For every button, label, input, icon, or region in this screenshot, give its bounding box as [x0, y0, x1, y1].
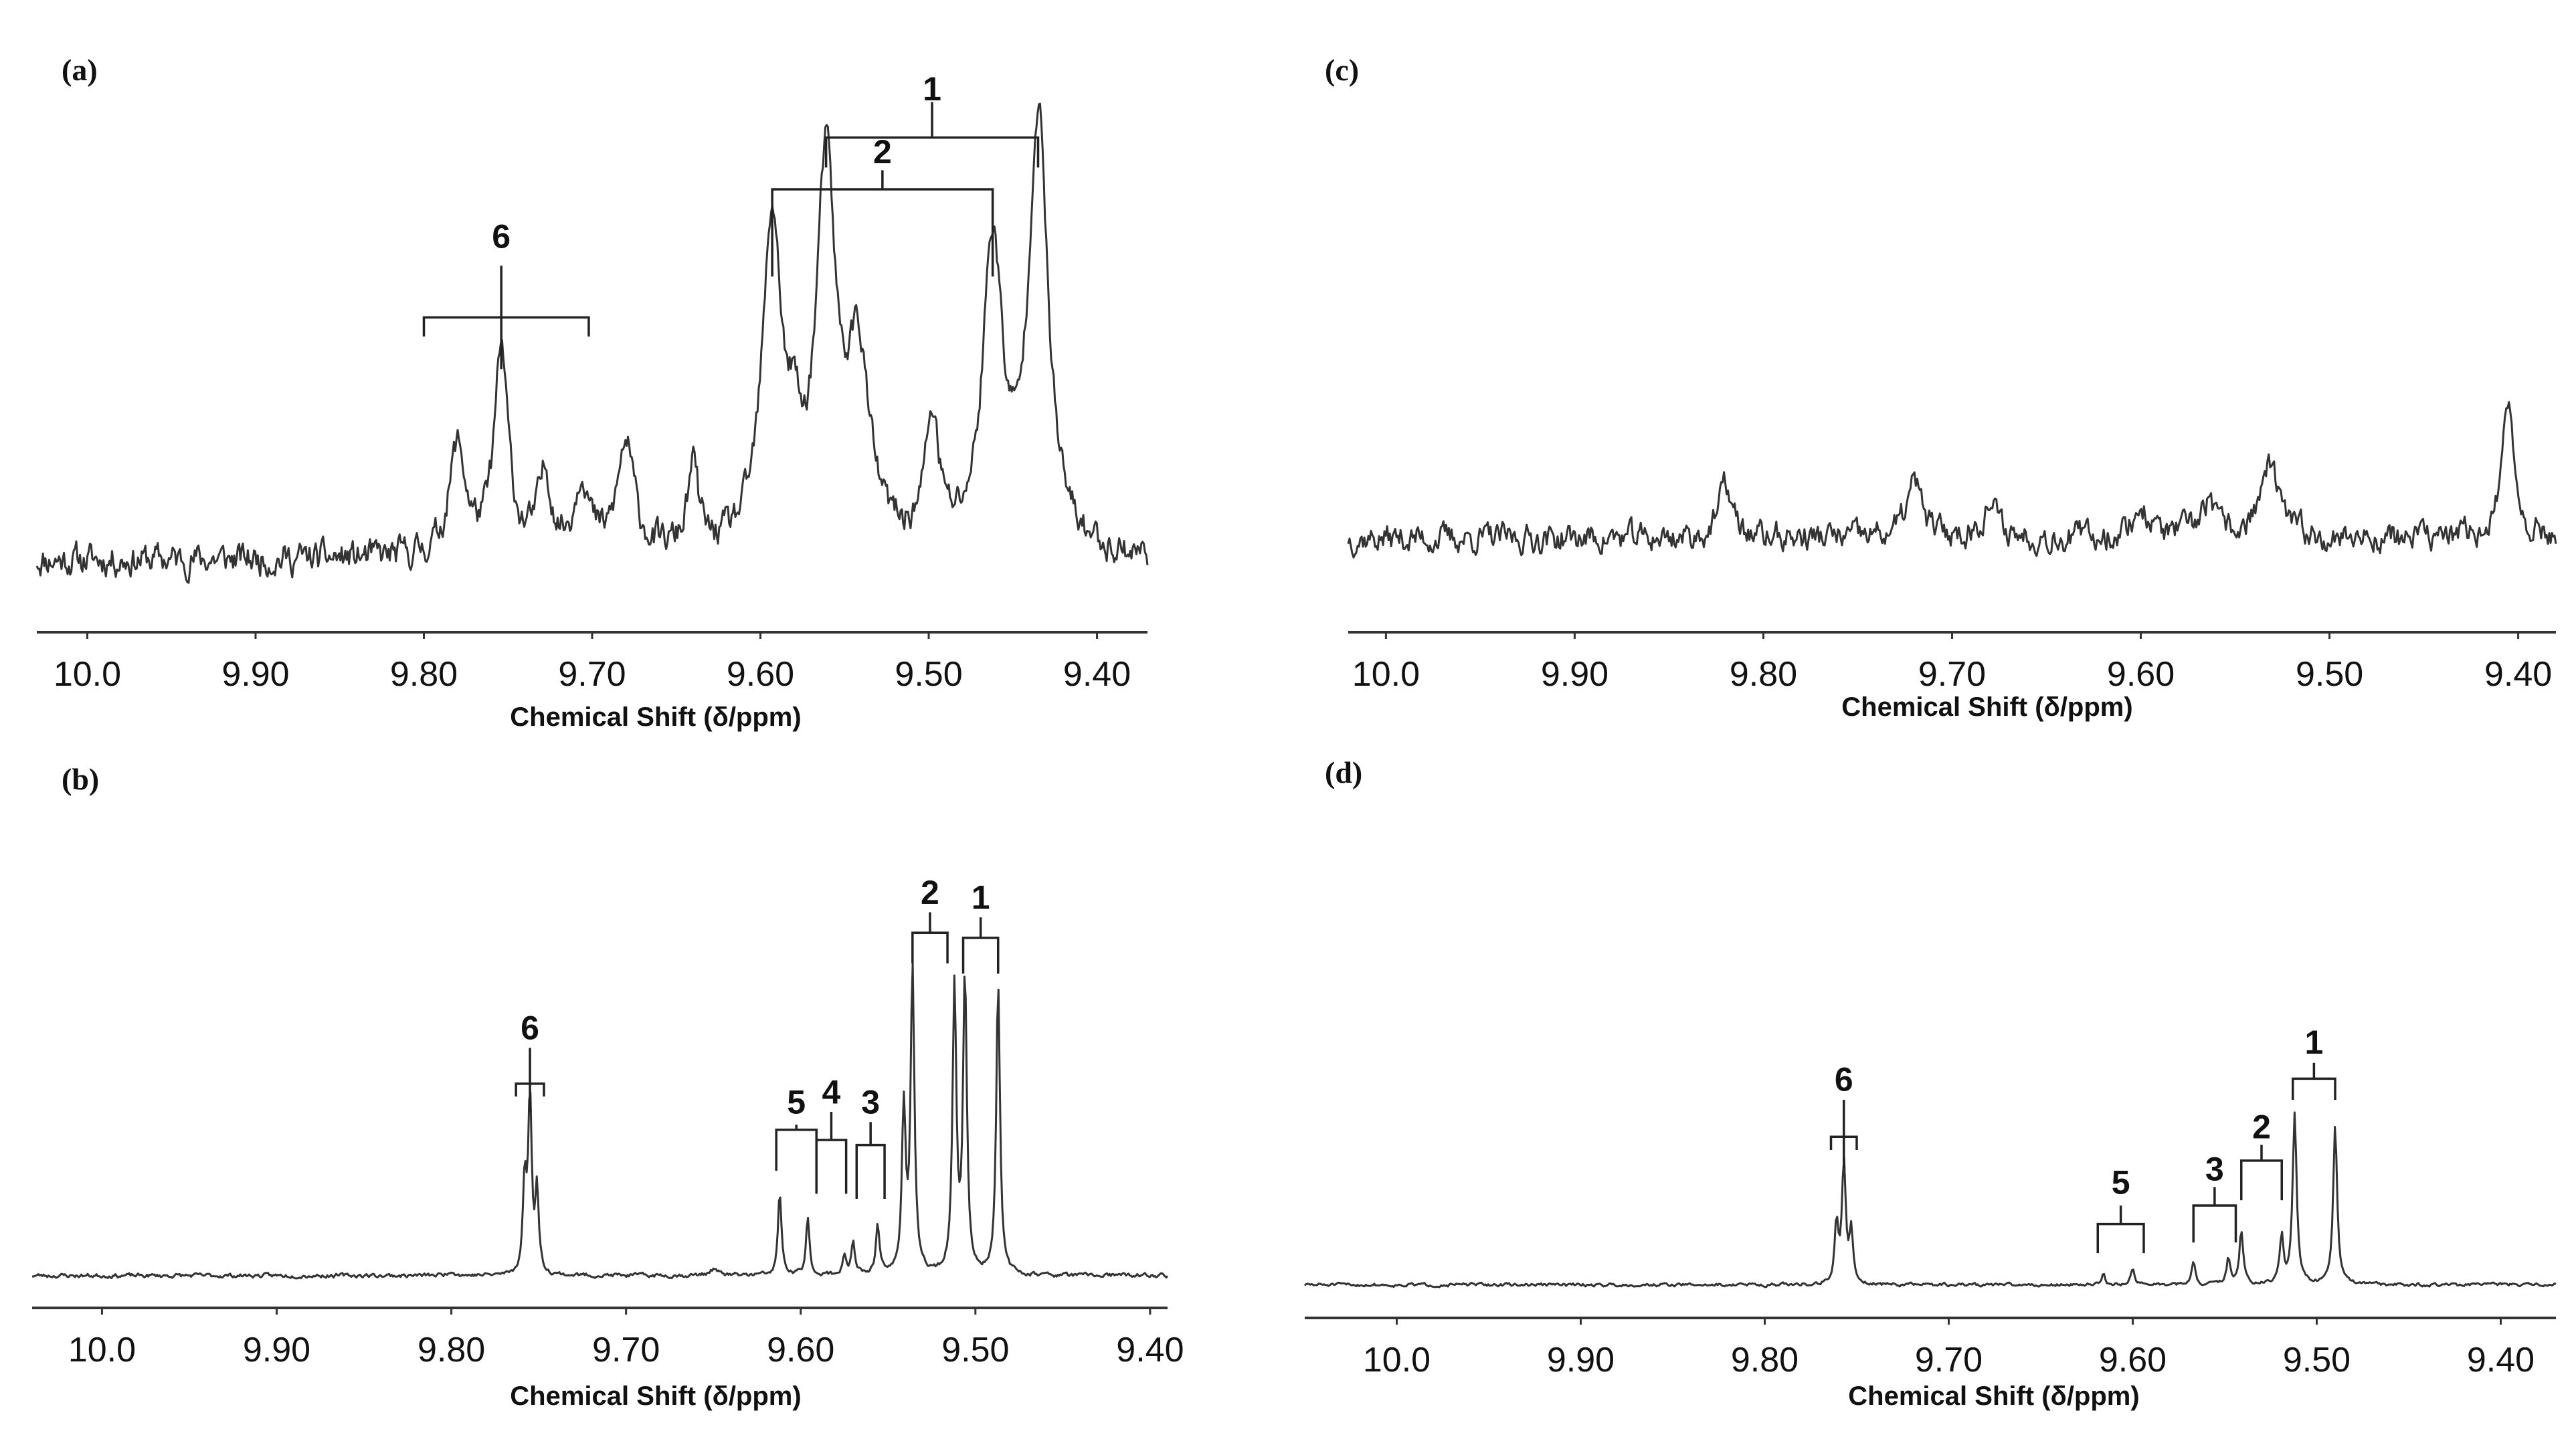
peak-label-6: 6 — [1835, 1060, 1853, 1098]
x-tick-label: 9.50 — [941, 1331, 1009, 1369]
panel-d-x-axis-title: Chemical Shift (δ/ppm) — [1848, 1381, 2139, 1411]
x-tick-label: 9.90 — [243, 1331, 310, 1369]
peak-label-1: 1 — [2304, 1024, 2323, 1061]
spectrum-trace — [1303, 1111, 2557, 1288]
panel-d-label: (d) — [1325, 755, 1362, 789]
panel-a-label: (a) — [62, 53, 98, 87]
peak-bracket-2 — [2240, 1159, 2283, 1201]
peak-bracket-1 — [824, 136, 1040, 168]
x-tick-label: 9.80 — [390, 655, 458, 694]
panel-d: (d) 10.0 9.90 9.80 9.70 9.60 9.50 9.40 1 23 5 6 Ch… — [1303, 755, 2557, 1411]
x-tick-label: 9.40 — [1116, 1331, 1184, 1369]
x-tick-label: 9.80 — [418, 1331, 485, 1369]
panel-c-x-axis-title: Chemical Shift (δ/ppm) — [1841, 692, 2132, 722]
peak-bracket-2 — [911, 931, 949, 964]
x-tick-label: 9.70 — [558, 655, 626, 694]
x-tick-label: 9.90 — [1541, 655, 1608, 694]
panel-c-plot: 10.0 9.90 9.80 9.70 9.60 9.50 9.40 — [1347, 401, 2557, 694]
peak-label-1: 1 — [972, 879, 990, 917]
x-tick-label: 9.50 — [2296, 655, 2363, 694]
x-tick-label: 9.40 — [1063, 655, 1131, 694]
panel-a-x-axis-title: Chemical Shift (δ/ppm) — [510, 702, 801, 732]
x-tick-label: 9.70 — [592, 1331, 660, 1369]
x-tick-label: 9.90 — [1547, 1341, 1615, 1379]
peak-label-6: 6 — [492, 217, 511, 255]
x-tick-label: 9.70 — [1918, 655, 1986, 694]
x-tick-label: 9.50 — [2283, 1341, 2351, 1379]
x-tick-label: 10.0 — [54, 655, 121, 694]
x-tick-label: 9.80 — [1730, 655, 1797, 694]
peak-bracket-1 — [961, 937, 1000, 974]
spectrum-trace — [1347, 401, 2557, 559]
x-tick-label: 9.60 — [2107, 655, 2175, 694]
peak-label-5: 5 — [787, 1084, 806, 1121]
peak-bracket-3 — [2192, 1204, 2237, 1243]
x-tick-label: 10.0 — [1363, 1341, 1431, 1379]
x-tick-label: 10.0 — [68, 1331, 136, 1369]
peak-label-4: 4 — [822, 1073, 841, 1111]
peak-bracket-2 — [771, 188, 994, 277]
x-tick-label: 9.60 — [727, 655, 794, 694]
x-tick-label: 9.40 — [2467, 1341, 2535, 1379]
panel-d-plot: 10.0 9.90 9.80 9.70 9.60 9.50 9.40 1 23 5 6 — [1303, 1024, 2557, 1379]
peak-bracket-1 — [2292, 1077, 2336, 1100]
x-tick-label: 9.60 — [2099, 1341, 2167, 1379]
panel-a: (a) 10.0 9.90 9.80 9.70 9.60 9.50 9.40 12 6 Chem… — [35, 53, 1149, 732]
panel-a-plot: 10.0 9.90 9.80 9.70 9.60 9.50 9.40 12 6 — [35, 70, 1149, 694]
x-tick-label: 10.0 — [1352, 655, 1420, 694]
x-tick-label: 9.90 — [221, 655, 289, 694]
peak-label-6: 6 — [521, 1010, 539, 1047]
peak-bracket-3 — [855, 1143, 886, 1199]
spectrum-trace — [31, 962, 1169, 1280]
x-tick-label: 9.60 — [767, 1331, 834, 1369]
peak-label-3: 3 — [2205, 1151, 2224, 1188]
spectrum-trace — [35, 102, 1149, 584]
peak-bracket-6 — [422, 316, 590, 337]
panel-b-label: (b) — [62, 762, 99, 796]
peak-label-1: 1 — [923, 70, 941, 108]
x-tick-label: 9.80 — [1731, 1341, 1799, 1379]
x-tick-label: 9.40 — [2484, 655, 2552, 694]
peak-label-2: 2 — [921, 874, 939, 911]
panel-b-plot: 10.0 9.90 9.80 9.70 9.60 9.50 9.40 12 345 6 — [31, 874, 1184, 1369]
peak-label-2: 2 — [873, 133, 892, 171]
panel-b-x-axis-title: Chemical Shift (δ/ppm) — [510, 1381, 801, 1411]
x-tick-label: 9.70 — [1915, 1341, 1983, 1379]
peak-bracket-4 — [815, 1139, 848, 1194]
peak-bracket-5 — [775, 1128, 818, 1171]
peak-label-3: 3 — [861, 1084, 880, 1121]
peak-label-2: 2 — [2252, 1109, 2271, 1146]
panel-c-label: (c) — [1325, 53, 1359, 87]
panel-b: (b) 10.0 9.90 9.80 9.70 9.60 9.50 9.40 12 345 6 C… — [31, 762, 1184, 1411]
peak-bracket-5 — [2096, 1222, 2145, 1254]
panel-c: (c) 10.0 9.90 9.80 9.70 9.60 9.50 9.40 Chemica… — [1325, 53, 2557, 722]
x-tick-label: 9.50 — [895, 655, 962, 694]
peak-label-5: 5 — [2112, 1163, 2130, 1201]
